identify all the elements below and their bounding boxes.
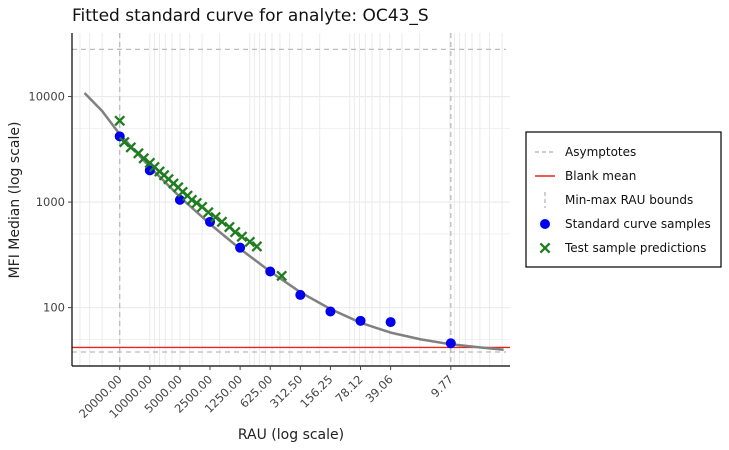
x-axis-title: RAU (log scale) <box>238 427 344 443</box>
x-ticks: 20000.0010000.005000.002500.001250.00625… <box>76 366 456 421</box>
grid <box>71 33 510 366</box>
y-tick-label: 100 <box>43 301 65 315</box>
test-prediction-point <box>216 216 228 228</box>
standard-sample-point <box>385 317 396 328</box>
standard-sample-point <box>355 315 366 326</box>
y-ticks: 100 1000 10000 <box>28 90 72 315</box>
x-tick-label: 9.77 <box>428 372 456 400</box>
reference-lines <box>72 33 510 366</box>
standard-sample-point <box>295 289 306 300</box>
standard-sample-point <box>174 194 185 205</box>
legend-label: Min-max RAU bounds <box>565 193 693 207</box>
x-tick-label: 78.12 <box>332 372 365 405</box>
legend-label: Blank mean <box>565 169 636 183</box>
standard-sample-point <box>235 242 246 253</box>
axes <box>71 33 510 367</box>
test-prediction-point <box>114 115 126 127</box>
test-prediction-point <box>276 270 288 282</box>
test-prediction-point <box>186 194 198 206</box>
test-prediction-point <box>202 206 214 218</box>
y-tick-label: 10000 <box>28 90 65 104</box>
standard-sample-point <box>325 306 336 317</box>
y-axis-title: MFI Median (log scale) <box>7 122 23 279</box>
legend-box <box>525 131 722 268</box>
x-tick-label: 312.50 <box>267 372 305 410</box>
chart-title: Fitted standard curve for analyte: OC43_… <box>72 6 429 26</box>
standard-sample-point <box>445 338 456 349</box>
legend-key-test <box>539 242 551 254</box>
test-sample-predictions <box>114 115 288 282</box>
legend-key-standard <box>540 219 550 229</box>
legend-label: Test sample predictions <box>564 241 706 255</box>
x-tick-label: 156.25 <box>297 372 335 410</box>
test-prediction-point <box>236 231 248 243</box>
fitted-curve-line <box>83 92 504 351</box>
y-tick-label: 1000 <box>36 195 65 209</box>
fitted-curve <box>83 92 504 351</box>
test-prediction-point <box>244 236 256 248</box>
legend-label: Standard curve samples <box>565 217 711 231</box>
test-prediction-point <box>251 241 263 252</box>
x-tick-label: 625.00 <box>237 372 275 410</box>
test-prediction-point <box>210 211 221 223</box>
x-tick-label: 39.06 <box>363 372 396 405</box>
standard-curve-samples <box>114 131 456 349</box>
legend: Asymptotes Blank mean Min-max RAU bounds St… <box>525 131 722 268</box>
test-prediction-point <box>125 141 137 153</box>
test-prediction-point <box>229 226 241 238</box>
legend-label: Asymptotes <box>565 145 636 159</box>
standard-sample-point <box>265 266 276 277</box>
